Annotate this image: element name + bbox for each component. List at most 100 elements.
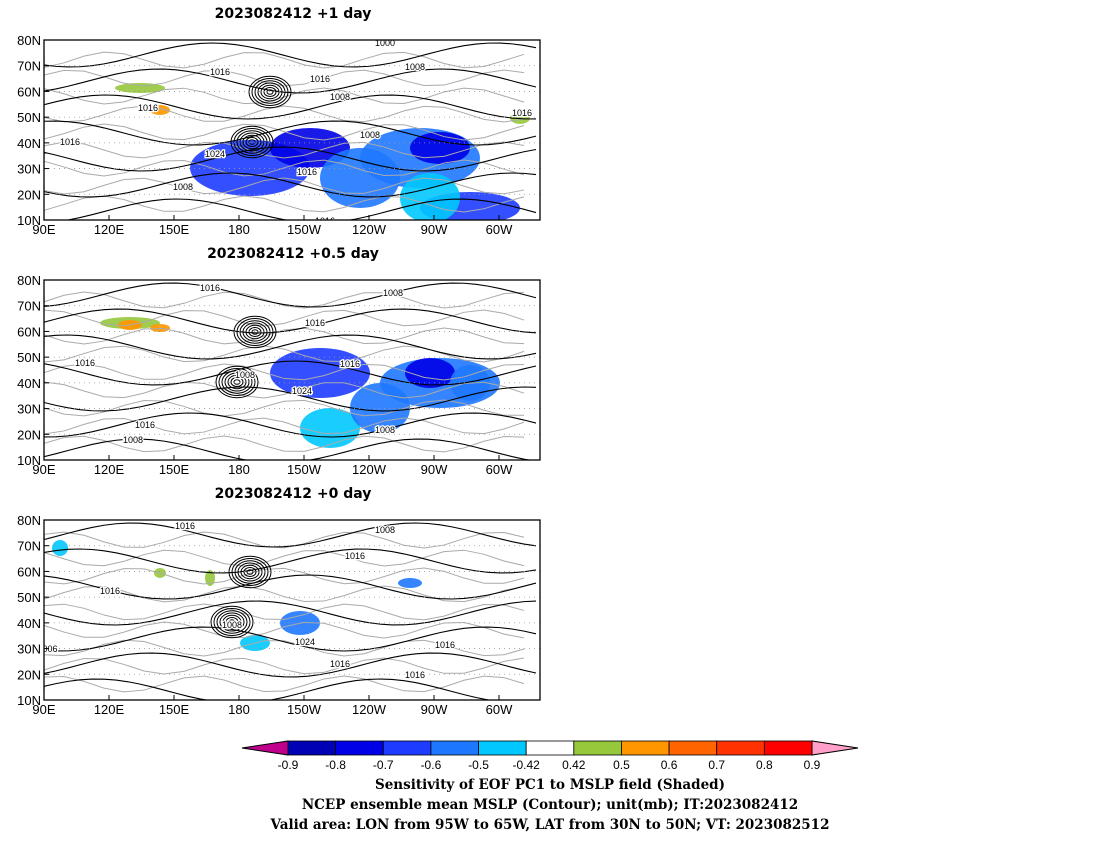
latitude-label: 20N <box>17 187 41 202</box>
longitude-label: 150W <box>287 222 322 237</box>
map-frame <box>43 39 541 221</box>
colorbar-swatch <box>525 740 575 756</box>
sensitivity-shading <box>205 570 215 586</box>
isobar-contour <box>44 120 537 146</box>
latitude-label: 20N <box>17 667 41 682</box>
contour-label: 1008 <box>383 288 403 298</box>
coastline <box>44 105 525 123</box>
coastline <box>44 381 525 399</box>
longitude-label: 180 <box>228 702 250 717</box>
low-pressure-ring <box>230 377 244 387</box>
latitude-label: 70N <box>17 539 41 554</box>
sensitivity-shading <box>400 173 460 220</box>
latitude-label: 30N <box>17 402 41 417</box>
isobar-contour <box>44 652 537 678</box>
latitude-label: 50N <box>17 110 41 125</box>
low-pressure-ring <box>239 320 271 344</box>
isobar-contour <box>44 172 537 198</box>
low-pressure-ring <box>251 329 259 335</box>
longitude-label: 90E <box>32 702 55 717</box>
contour-label: 1016 <box>75 358 95 368</box>
color-legend-bar: -0.9 -0.8 -0.7 -0.6 -0.5 -0.42 0.42 0.5 0.6 0.7 0.… <box>241 740 859 772</box>
contour-label: 1024 <box>292 386 312 396</box>
panel-title: 2023082412 +1 day <box>214 6 372 22</box>
colorbar-low-arrow <box>241 740 289 756</box>
sensitivity-map-panel: 1016 1008 1016 1016 1016 1008 1024 1016 1008 1008… <box>17 273 541 477</box>
low-pressure-ring <box>227 374 247 390</box>
sensitivity-shading <box>510 112 530 124</box>
low-pressure-ring <box>234 560 266 584</box>
longitude-label: 180 <box>228 222 250 237</box>
colorbar-swatch <box>621 740 670 756</box>
contour-label: 1008 <box>222 620 242 630</box>
contour-label: 1008 <box>235 370 255 380</box>
caption-line-1: Sensitivity of EOF PC1 to MSLP field (Sh… <box>374 777 726 793</box>
coastline <box>44 123 525 141</box>
contour-label: 1016 <box>175 521 195 531</box>
sensitivity-shading <box>350 383 410 433</box>
colorbar-tick-label: 0.5 <box>613 758 630 772</box>
longitude-label: 150E <box>159 462 190 477</box>
contour-label: 1016 <box>315 216 335 226</box>
map-field: 1016 1008 1016 1016 1016 1008 1024 1016 1008 1008 <box>44 282 540 460</box>
low-pressure-ring <box>213 608 251 636</box>
contour-label: 1016 <box>60 137 80 147</box>
low-pressure-ring <box>245 137 259 147</box>
low-pressure-ring <box>228 619 236 625</box>
low-pressure-ring <box>237 562 263 582</box>
isobar-contour <box>44 600 537 626</box>
low-pressure-ring <box>242 134 262 150</box>
sensitivity-shading <box>150 324 170 332</box>
latitude-label: 80N <box>17 513 41 528</box>
isobar-contour <box>44 146 537 172</box>
longitude-label: 120W <box>352 702 387 717</box>
sensitivity-shading <box>320 148 400 208</box>
sensitivity-map-panel: 1016 1008 1016 1016 1008 1024 1016 1016 1016 006 8… <box>17 513 541 717</box>
latitude-label: 10N <box>17 453 41 468</box>
isobar-contour <box>44 282 537 308</box>
coastline <box>44 639 525 657</box>
low-pressure-ring <box>257 82 283 102</box>
colorbar-tick-label: -0.7 <box>373 758 394 772</box>
longitude-label: 60W <box>486 462 513 477</box>
contour-label: 1008 <box>375 525 395 535</box>
colorbar-swatch <box>430 740 479 756</box>
low-pressure-ring <box>245 324 265 340</box>
colorbar-tick-label: -0.9 <box>278 758 299 772</box>
low-pressure-ring <box>248 139 256 145</box>
low-pressure-ring <box>266 89 274 95</box>
low-pressure-ring <box>239 132 265 152</box>
contour-label: 006 <box>42 644 57 654</box>
panel-title: 2023082412 +0.5 day <box>207 246 379 262</box>
colorbar-swatch <box>716 740 765 756</box>
coastline <box>44 141 525 159</box>
contour-label: 1016 <box>135 420 155 430</box>
longitude-label: 120E <box>94 222 125 237</box>
latitude-label: 80N <box>17 33 41 48</box>
longitude-label: 90W <box>421 222 448 237</box>
sensitivity-shading <box>300 408 360 448</box>
isobar-contour <box>44 574 537 600</box>
isobar-contour <box>44 678 493 700</box>
latitude-label: 70N <box>17 59 41 74</box>
longitude-label: 120E <box>94 702 125 717</box>
low-pressure-ring <box>248 75 292 109</box>
longitude-label: 150E <box>159 222 190 237</box>
colorbar-tick-label: -0.6 <box>421 758 442 772</box>
longitude-label: 120W <box>352 462 387 477</box>
longitude-label: 90E <box>32 462 55 477</box>
coastline <box>44 435 525 453</box>
isobar-contour <box>44 334 537 360</box>
colorbar-swatch <box>573 740 622 756</box>
low-pressure-ring <box>222 614 242 630</box>
coastline <box>44 417 525 435</box>
map-frame <box>43 279 541 461</box>
map-frame <box>43 519 541 701</box>
low-pressure-ring <box>240 564 260 580</box>
latitude-label: 70N <box>17 299 41 314</box>
isobar-contour <box>44 438 533 460</box>
sensitivity-shading <box>270 348 370 398</box>
isobar-contour <box>44 386 537 412</box>
isobar-contour <box>44 42 537 68</box>
